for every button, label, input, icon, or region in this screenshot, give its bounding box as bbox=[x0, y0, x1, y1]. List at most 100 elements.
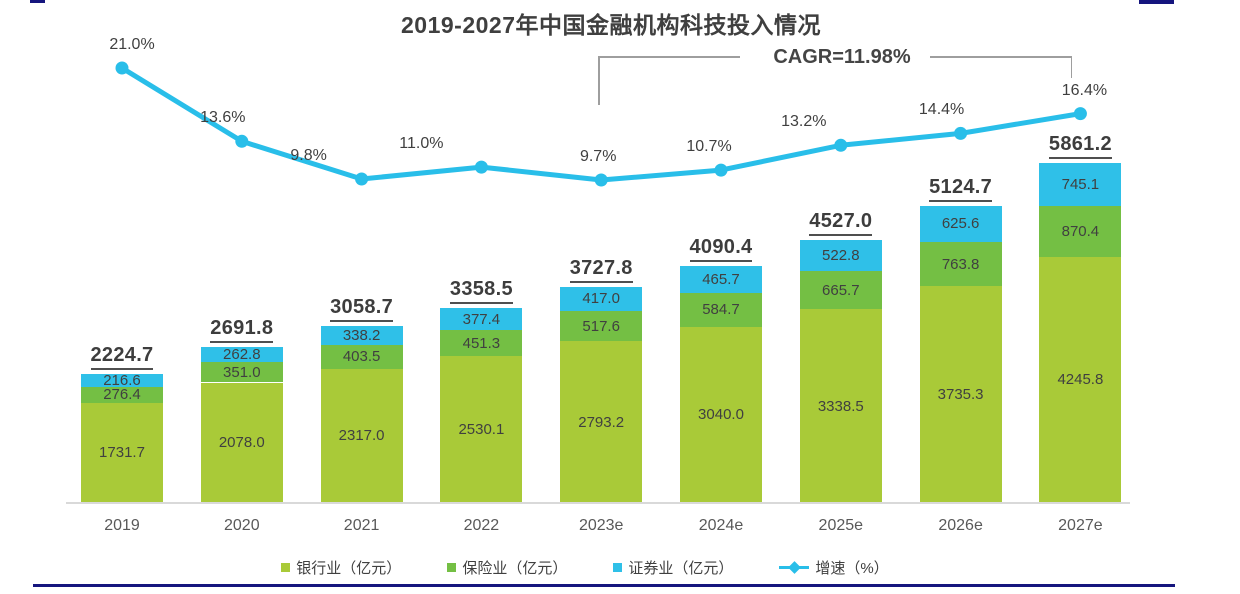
bar-total-label-2022: 3358.5 bbox=[401, 277, 561, 305]
chart-title: 2019-2027年中国金融机构科技投入情况 bbox=[401, 12, 821, 38]
legend-item-securities: 证券业（亿元） bbox=[613, 557, 733, 578]
x-axis-label-2024e: 2024e bbox=[698, 517, 744, 534]
bar-segment-value: 2078.0 bbox=[218, 434, 265, 452]
cagr-bracket-left-horizontal bbox=[598, 56, 740, 58]
bar-segment-value: 1731.7 bbox=[99, 444, 145, 462]
bar-segment-value: 584.7 bbox=[702, 301, 740, 319]
bar-segment-value: 522.8 bbox=[822, 247, 860, 265]
bar-segment-value: 3735.3 bbox=[937, 386, 984, 404]
chart-legend: 银行业（亿元） 保险业（亿元） 证券业（亿元） 增速（%） bbox=[0, 557, 1240, 578]
bar-segment-value: 2793.2 bbox=[578, 413, 625, 431]
growth-point-label-2022: 11.0% bbox=[399, 135, 444, 153]
bar-segment-insurance-2019: 276.4 bbox=[81, 386, 163, 403]
bar-segment-securities-2026e: 625.6 bbox=[919, 205, 1002, 243]
legend-item-banking: 银行业（亿元） bbox=[281, 557, 401, 578]
bar-segment-banking-2025e: 3338.5 bbox=[799, 309, 882, 503]
bar-segment-value: 665.7 bbox=[822, 281, 860, 299]
bar-segment-securities-2019: 216.6 bbox=[81, 371, 163, 389]
bar-segment-securities-2023e: 417.0 bbox=[560, 286, 643, 311]
bar-total-label-2020: 2691.8 bbox=[162, 316, 322, 343]
bar-segment-securities-2024e: 465.7 bbox=[680, 265, 762, 293]
bar-segment-value: 262.8 bbox=[223, 345, 261, 363]
x-axis-label-2026e: 2026e bbox=[938, 517, 983, 534]
bar-segment-insurance-2026e: 763.8 bbox=[919, 242, 1002, 287]
x-axis-label-2019: 2019 bbox=[104, 517, 140, 534]
bar-segment-value: 216.6 bbox=[103, 371, 141, 389]
bar-total-value: 3727.8 bbox=[569, 256, 633, 283]
page-edge-marker-top-left bbox=[30, 0, 45, 3]
bar-segment-value: 351.0 bbox=[223, 363, 261, 381]
bar-segment-value: 465.7 bbox=[702, 270, 740, 288]
bar-segment-banking-2021: 2317.0 bbox=[320, 368, 403, 503]
growth-point-label-2019: 21.0% bbox=[109, 36, 155, 53]
bar-segment-banking-2020: 2078.0 bbox=[200, 382, 283, 503]
bar-total-label-2025e: 4527.0 bbox=[761, 209, 921, 237]
securities-swatch-icon bbox=[613, 563, 623, 572]
bar-segment-banking-2022: 2530.1 bbox=[440, 356, 523, 503]
bar-segment-value: 451.3 bbox=[462, 334, 501, 352]
growth-point-label-2024e: 10.7% bbox=[686, 138, 732, 156]
bar-segment-insurance-2024e: 584.7 bbox=[680, 292, 762, 327]
x-axis-label-2027e: 2027e bbox=[1058, 517, 1103, 534]
x-axis-label-2023e: 2023e bbox=[578, 517, 624, 534]
bar-segment-value: 625.6 bbox=[941, 215, 980, 233]
growth-point-label-2023e: 9.7% bbox=[579, 148, 617, 165]
bar-segment-banking-2019: 1731.7 bbox=[81, 402, 163, 503]
x-axis-label-2025e: 2025e bbox=[818, 517, 864, 534]
page-edge-marker-top-right bbox=[1139, 0, 1174, 4]
bar-segment-securities-2021: 338.2 bbox=[320, 325, 403, 346]
bar-segment-banking-2026e: 3735.3 bbox=[919, 286, 1002, 503]
bar-total-value: 2224.7 bbox=[90, 343, 154, 370]
bar-segment-insurance-2022: 451.3 bbox=[440, 330, 523, 357]
growth-point-label-2021: 9.8% bbox=[290, 147, 327, 164]
cagr-annotation: CAGR=11.98% bbox=[773, 46, 911, 68]
bar-segment-value: 870.4 bbox=[1061, 223, 1100, 241]
bar-total-value: 3358.5 bbox=[449, 277, 513, 305]
growth-line-marker-icon bbox=[779, 561, 810, 574]
bar-segment-insurance-2021: 403.5 bbox=[320, 345, 403, 369]
growth-point-label-2026e: 14.4% bbox=[918, 101, 965, 119]
bar-segment-banking-2027e: 4245.8 bbox=[1039, 256, 1122, 503]
bar-total-label-2024e: 4090.4 bbox=[641, 235, 801, 262]
bar-segment-value: 4245.8 bbox=[1057, 371, 1104, 389]
bar-segment-value: 2530.1 bbox=[458, 421, 505, 439]
bar-segment-value: 517.6 bbox=[582, 317, 620, 335]
bar-segment-value: 276.4 bbox=[103, 386, 141, 403]
bar-total-value: 4090.4 bbox=[689, 235, 753, 262]
bar-segment-value: 3040.0 bbox=[698, 406, 744, 424]
bar-segment-insurance-2023e: 517.6 bbox=[560, 311, 643, 341]
legend-label-growth: 增速（%） bbox=[815, 560, 889, 577]
legend-label-insurance: 保险业（亿元） bbox=[462, 560, 568, 577]
bar-total-value: 3058.7 bbox=[330, 295, 394, 322]
growth-point-label-2025e: 13.2% bbox=[781, 113, 827, 131]
insurance-swatch-icon bbox=[447, 563, 457, 572]
growth-point-label-2027e: 16.4% bbox=[1061, 81, 1108, 99]
x-axis-label-2022: 2022 bbox=[463, 517, 500, 534]
bar-segment-securities-2020: 262.8 bbox=[200, 345, 283, 363]
legend-label-banking: 银行业（亿元） bbox=[296, 560, 402, 577]
legend-item-insurance: 保险业（亿元） bbox=[447, 557, 567, 578]
bar-segment-value: 3338.5 bbox=[817, 397, 864, 415]
x-axis-label-2021: 2021 bbox=[343, 517, 380, 534]
bar-segment-banking-2024e: 3040.0 bbox=[680, 326, 762, 503]
x-axis-line bbox=[66, 502, 1130, 504]
bar-segment-insurance-2027e: 870.4 bbox=[1039, 206, 1122, 257]
legend-label-securities: 证券业（亿元） bbox=[628, 560, 734, 577]
bar-segment-value: 377.4 bbox=[462, 310, 501, 328]
bar-total-label-2021: 3058.7 bbox=[282, 295, 442, 322]
cagr-bracket-right-horizontal bbox=[930, 56, 1072, 58]
bar-segment-value: 403.5 bbox=[342, 348, 381, 366]
bar-segment-banking-2023e: 2793.2 bbox=[560, 341, 643, 503]
bar-segment-value: 338.2 bbox=[342, 326, 381, 344]
banking-swatch-icon bbox=[281, 563, 291, 572]
bar-segment-securities-2025e: 522.8 bbox=[799, 240, 882, 271]
bar-segment-insurance-2025e: 665.7 bbox=[799, 270, 882, 310]
legend-item-growth: 增速（%） bbox=[779, 557, 889, 578]
bar-segment-value: 763.8 bbox=[941, 255, 980, 273]
bar-segment-value: 2317.0 bbox=[338, 427, 385, 445]
bar-total-value: 2691.8 bbox=[210, 316, 274, 343]
